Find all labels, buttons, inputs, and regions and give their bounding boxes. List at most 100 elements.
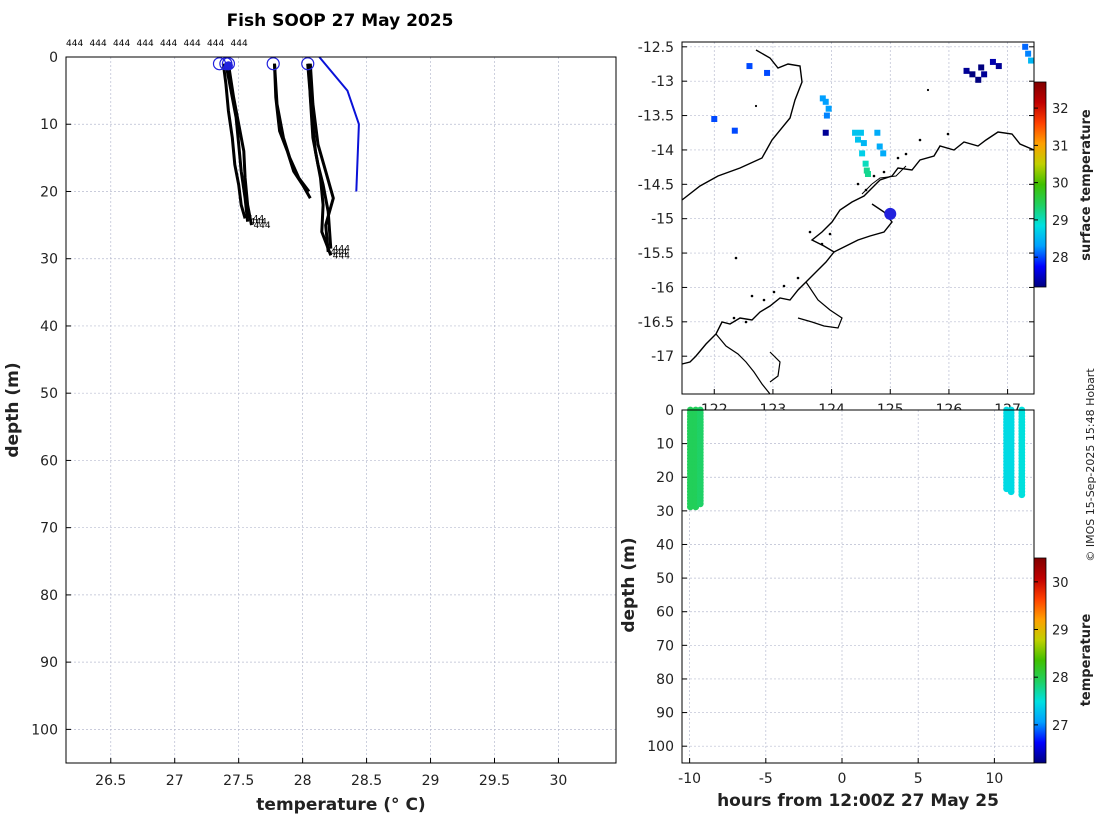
y-tick-label: 40: [40, 319, 58, 335]
map-colorbar-tick-label: 30: [1052, 177, 1069, 192]
island: [872, 174, 876, 178]
sst-pixel: [1028, 57, 1035, 64]
td-y-tick-label: 10: [656, 437, 674, 453]
profile-y-ticks: 0 10 20 30 40 50 60 70 80 90 100: [31, 50, 71, 738]
map-colorbar-tick-label: 29: [1052, 214, 1069, 229]
timedepth-colorbar: [1033, 557, 1047, 764]
island: [750, 294, 754, 298]
timedepth-columns: [686, 406, 1026, 511]
sst-pixel: [862, 160, 869, 167]
td-y-tick-label: 50: [656, 571, 674, 587]
sst-pixel: [1025, 50, 1032, 57]
map-colorbar-ticks: 28 29 30 31 32: [1034, 102, 1069, 266]
sst-pixel: [822, 98, 829, 105]
y-tick-label: 60: [40, 453, 58, 469]
map-y-tick-label: -16: [651, 280, 674, 296]
map-y-tick-label: -13: [651, 74, 674, 90]
x-tick-label: 28.5: [351, 773, 382, 789]
island: [808, 230, 812, 234]
y-tick-label: 100: [31, 722, 58, 738]
td-y-tick-label: 0: [665, 403, 674, 419]
td-y-tick-label: 20: [656, 470, 674, 486]
x-tick-label: 26.5: [95, 773, 126, 789]
x-tick-label: 27: [166, 773, 184, 789]
y-tick-label: 0: [49, 50, 58, 66]
island: [782, 284, 786, 288]
y-tick-label: 20: [40, 184, 58, 200]
td-sample-point: [1007, 488, 1015, 496]
td-sample-point: [686, 503, 694, 511]
sst-pixel: [746, 63, 753, 70]
sst-pixel: [1022, 43, 1029, 50]
profile-end-label: 444: [253, 221, 270, 231]
island: [828, 232, 832, 236]
map-y-tick-label: -12.5: [638, 40, 674, 56]
y-tick-label: 90: [40, 655, 58, 671]
island: [946, 132, 950, 136]
td-y-tick-label: 100: [647, 739, 674, 755]
sst-pixel: [852, 129, 859, 136]
sst-pixel: [764, 69, 771, 76]
sst-pixel: [859, 150, 866, 157]
sst-pixel: [823, 112, 830, 119]
sst-pixel: [822, 129, 829, 136]
sst-pixel: [860, 140, 867, 147]
timedepth-y-ticks: 0 10 20 30 40 50 60 70 80 90 100: [647, 403, 687, 755]
island: [904, 152, 908, 156]
station-marker: [884, 207, 897, 220]
td-colorbar-tick-label: 27: [1052, 719, 1069, 734]
sst-pixel: [864, 171, 871, 177]
sst-pixel: [711, 116, 718, 122]
profile-end-label: 444: [247, 214, 264, 224]
profile-x-label: temperature (° C): [256, 795, 425, 815]
profile-top-label: 444: [231, 39, 248, 49]
td-x-tick-label: -10: [678, 771, 701, 787]
td-y-tick-label: 40: [656, 537, 674, 553]
figure-title: Fish SOOP 27 May 2025: [227, 11, 454, 31]
td-x-tick-label: -5: [759, 771, 773, 787]
profile-y-label: depth (m): [3, 362, 23, 457]
td-colorbar-tick-label: 29: [1052, 624, 1069, 639]
coastline-bay: [797, 281, 843, 329]
timedepth-grid: [682, 409, 1034, 763]
profile-top-label: 444: [207, 39, 224, 49]
sst-pixel: [995, 63, 1002, 70]
coastline-peninsula: [769, 351, 781, 383]
profile-line-cast-1: [221, 63, 247, 219]
profile-line-cast-8: [306, 63, 333, 256]
td-x-tick-label: 10: [985, 771, 1003, 787]
timedepth-y-label: depth (m): [619, 537, 639, 632]
map-y-tick-label: -14: [651, 143, 674, 159]
sst-pixel: [981, 71, 988, 78]
island: [734, 256, 738, 260]
map-colorbar-tick-label: 32: [1052, 102, 1069, 117]
profile-top-label: 444: [184, 39, 201, 49]
y-tick-label: 80: [40, 588, 58, 604]
td-y-tick-label: 80: [656, 672, 674, 688]
island: [896, 156, 900, 160]
island: [864, 188, 868, 192]
profile-end-label: 444: [333, 245, 350, 255]
x-tick-label: 27.5: [223, 773, 254, 789]
profile-plot-area: [66, 57, 616, 763]
profile-grid: [66, 56, 616, 763]
profile-markers: [212, 57, 315, 71]
map-coastline: [681, 49, 1035, 395]
timedepth-x-label: hours from 12:00Z 27 May 25: [717, 791, 999, 811]
profile-top-label: 444: [90, 39, 107, 49]
timedepth-plot-area: [682, 410, 1034, 763]
profile-line-cast-2: [224, 63, 250, 222]
profile-line-cast-7: [308, 63, 335, 253]
profile-top-label: 444: [160, 39, 177, 49]
profile-line-cast-5: [273, 63, 311, 193]
island: [754, 104, 758, 108]
map-sst-pixels: [711, 43, 1035, 177]
timedepth-x-ticks: -10 -5 0 5 10: [678, 758, 1003, 787]
td-y-tick-label: 60: [656, 605, 674, 621]
profile-end-label: 444: [250, 218, 267, 228]
map-y-tick-label: -15: [651, 212, 674, 228]
td-colorbar-tick-label: 28: [1052, 671, 1069, 686]
map-y-tick-label: -14.5: [638, 177, 674, 193]
x-tick-label: 28: [294, 773, 312, 789]
